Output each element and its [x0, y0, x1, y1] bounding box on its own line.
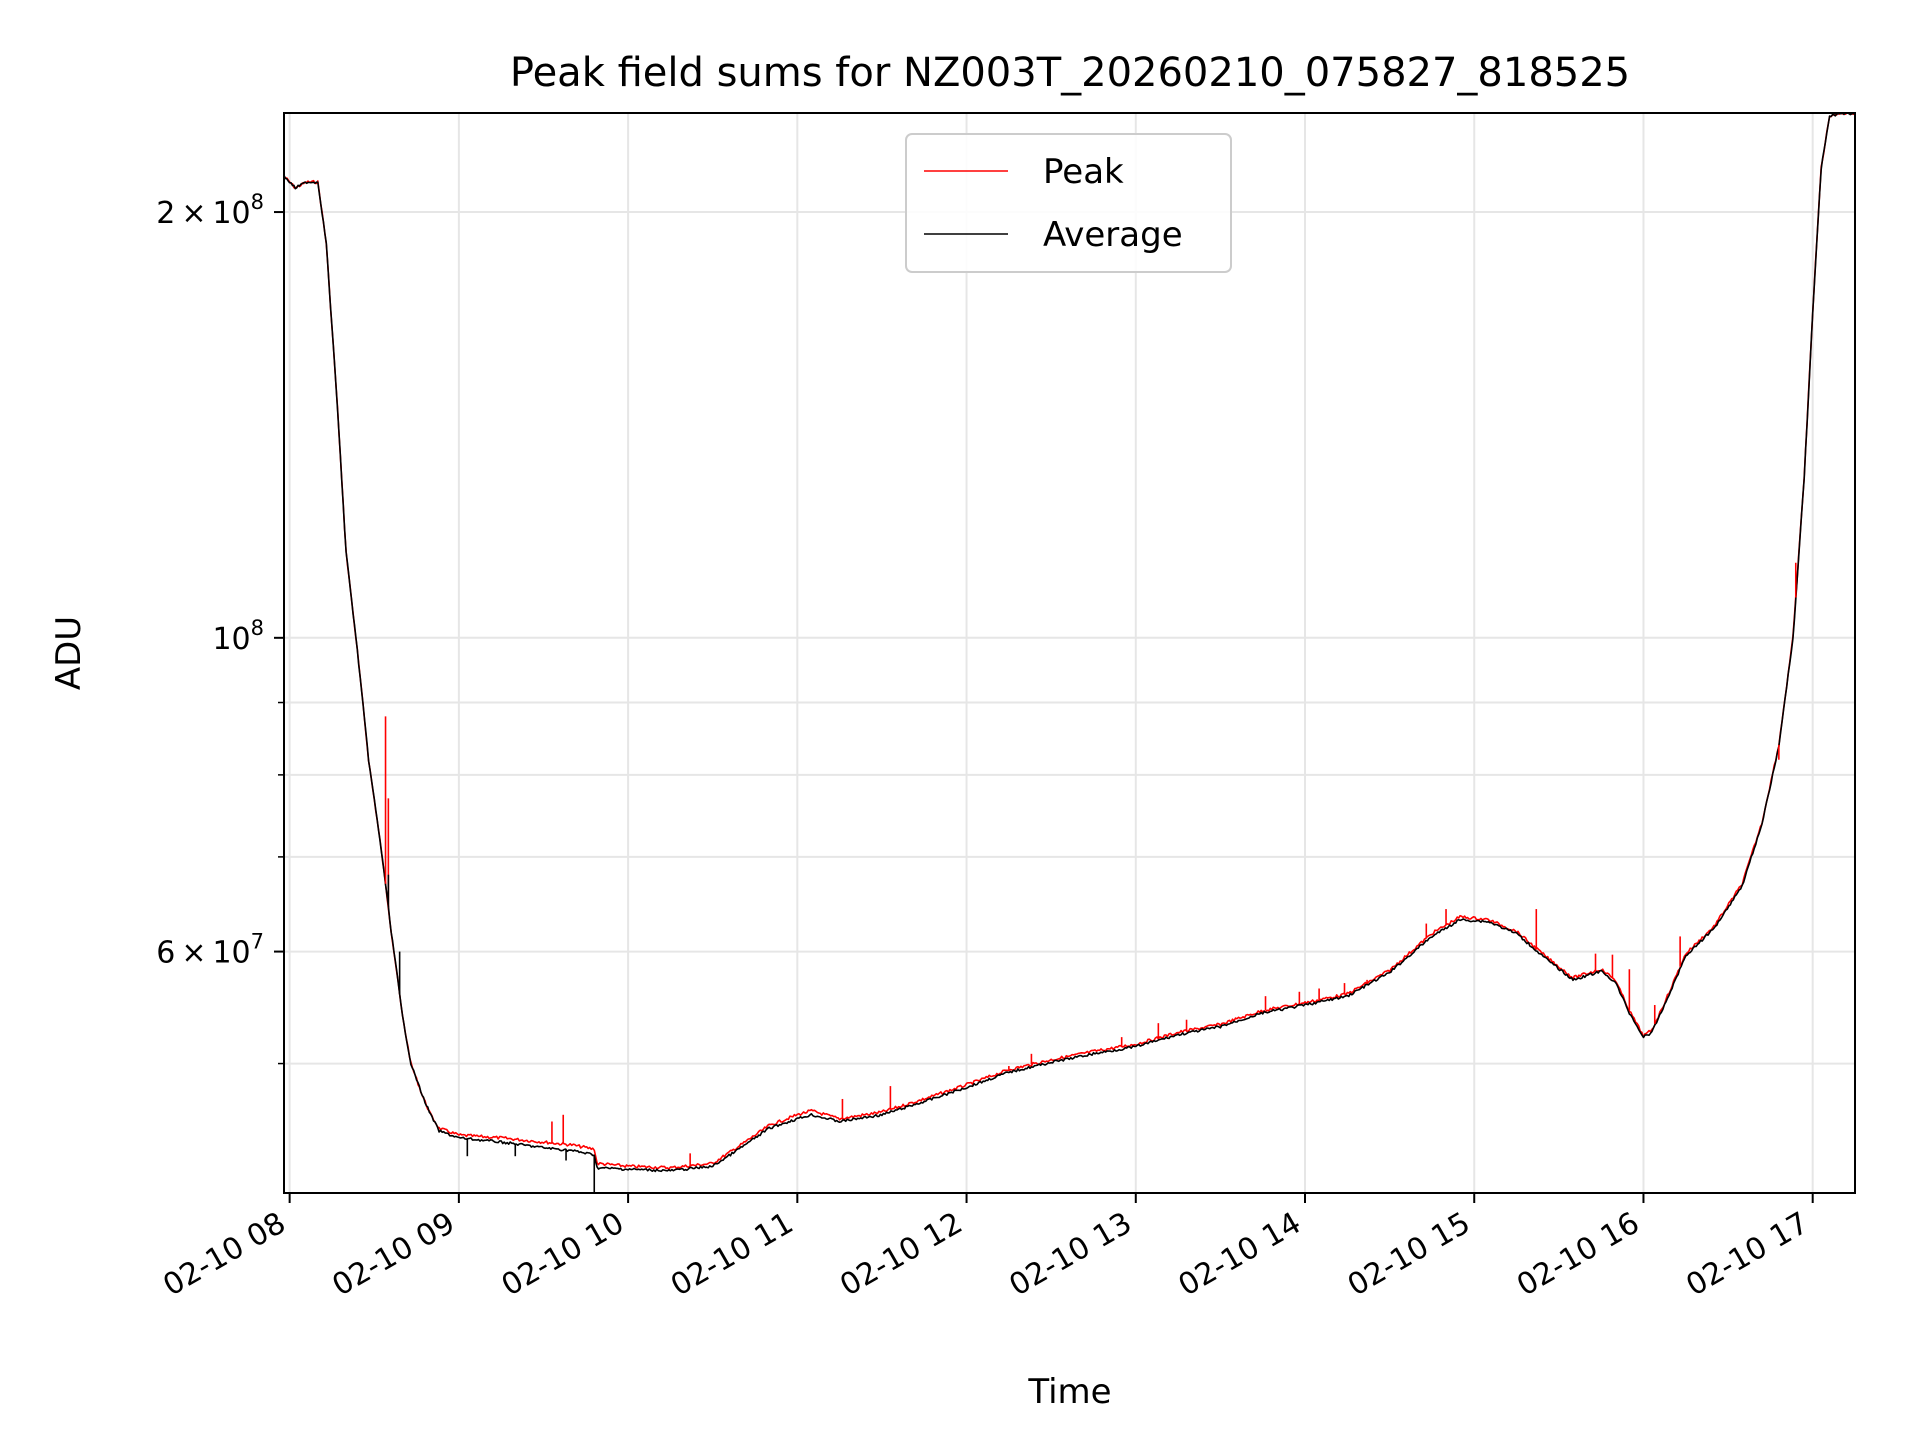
y-tick-mantissa-0: 2	[156, 196, 175, 231]
chart-title: Peak field sums for NZ003T_20260210_0758…	[510, 50, 1630, 96]
y-axis-title: ADU	[49, 616, 89, 690]
y-tick-exponent-2: 7	[251, 930, 264, 954]
series-line-average	[284, 113, 1855, 1173]
y-tick-exponent-0: 8	[251, 190, 264, 214]
y-tick-label-0: 2 × 108	[156, 190, 264, 231]
y-axis: 2 × 108 108 6 × 107	[156, 190, 284, 1065]
x-axis-title: Time	[1027, 1372, 1111, 1412]
plot-area-frame	[283, 112, 1856, 1194]
y-tick-mantissa-2: 6	[156, 936, 175, 971]
legend: Peak Average	[905, 133, 1232, 273]
y-tick-label-2: 6 × 107	[156, 930, 264, 971]
series-layer	[284, 113, 1855, 1193]
legend-label-peak: Peak	[1043, 152, 1124, 192]
legend-label-average: Average	[1043, 215, 1183, 255]
y-tick-exponent-1: 8	[251, 616, 264, 640]
y-tick-label-1: 108	[212, 616, 264, 657]
legend-box	[905, 133, 1232, 273]
